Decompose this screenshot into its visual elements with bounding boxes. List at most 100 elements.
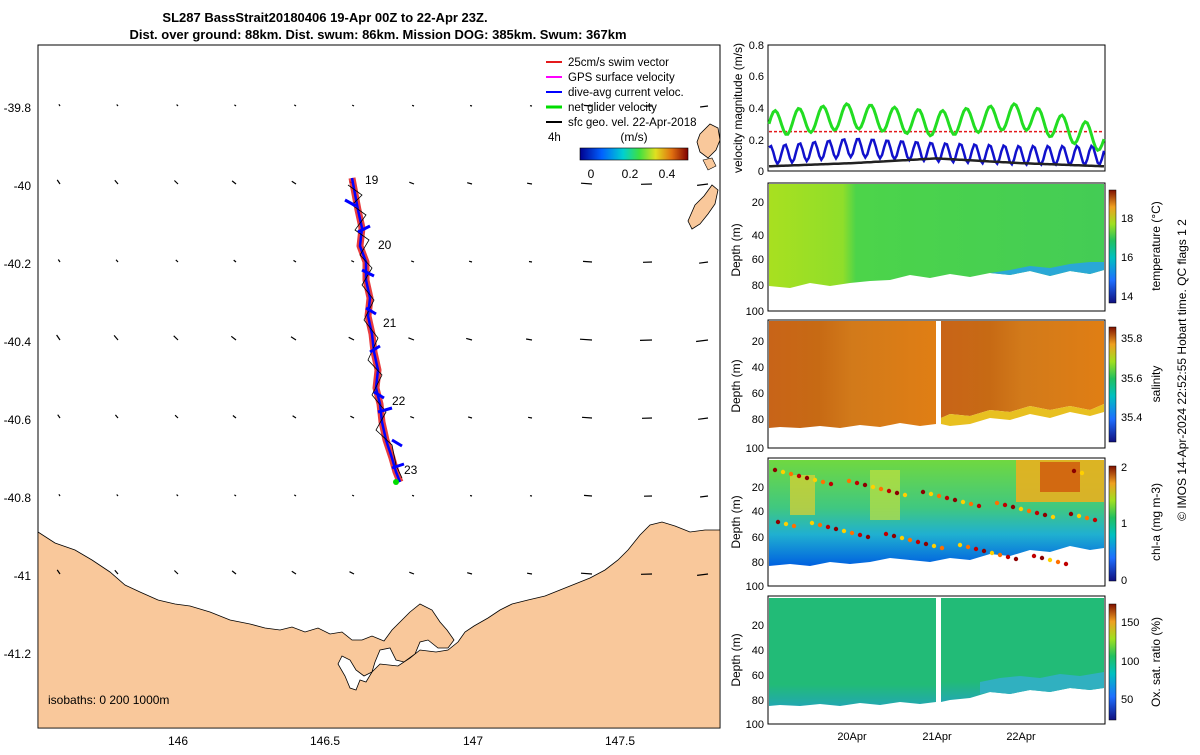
chla-dot [773,468,777,472]
vel-y-tick: 0.2 [749,135,764,147]
chl-depth-tick: 100 [746,581,764,593]
velocity-panel: 0 0.2 0.4 0.6 0.8 velocity magnitude (m/… [731,40,1105,178]
chla-dot [1080,471,1084,475]
day-label-19: 19 [365,173,379,187]
colorbar-tick: 0 [588,167,595,181]
chla-dot [908,538,912,542]
ox-cbar-tick: 150 [1121,617,1139,629]
chla-dot [1085,516,1089,520]
ox-cbar-tick: 100 [1121,656,1139,668]
chla-dot [1027,509,1031,513]
chla-dot [895,491,899,495]
lat-tick: -41 [14,569,32,583]
temperature-section: 20 40 60 80 100 Depth (m) 14 16 18 tempe… [729,183,1163,318]
salinity-section: 20 40 60 80 100 Depth (m) 35.4 35.6 35.8… [729,320,1163,455]
figure-title-line2: Dist. over ground: 88km. Dist. swum: 86k… [129,27,626,42]
imos-credit: © IMOS 14-Apr-2024 22:52:55 Hobart time.… [1175,219,1189,521]
chla-dot [789,472,793,476]
current-vector [582,417,592,418]
chla-dot [1051,515,1055,519]
legend-swim-vector: 25cm/s swim vector [568,57,669,69]
chla-dot [1043,513,1047,517]
vel-y-tick: 0.4 [749,103,764,115]
chla-dot [792,524,796,528]
legend-4h: 4h [548,132,561,144]
lat-tick: -40.4 [4,335,32,349]
chla-dot [810,521,814,525]
day-label-23: 23 [404,463,418,477]
map-panel: 19 20 21 22 23 -39.8 -40 -40.2 -40.4 -40… [4,45,720,748]
chla-dot [969,502,973,506]
vel-y-tick: 0.6 [749,71,764,83]
colorbar-title: (m/s) [620,130,647,144]
temp-depth-tick: 60 [752,254,764,266]
chla-section: 20 40 60 80 100 Depth (m) 0 1 2 chl-a (m… [729,458,1163,593]
chla-dot [1035,511,1039,515]
chla-dot [1069,512,1073,516]
legend-gps-surface: GPS surface velocity [568,72,675,84]
chla-dot [958,543,962,547]
current-vector [470,496,472,497]
chla-dot [998,553,1002,557]
chla-dot [1056,560,1060,564]
current-vector [529,262,532,263]
chla-dot [1019,507,1023,511]
chl-depth-tick: 20 [752,482,764,494]
chla-dot [781,470,785,474]
chla-dot [813,478,817,482]
chla-dot [932,544,936,548]
chl-cbar-tick: 2 [1121,462,1127,474]
time-tick-21apr: 21Apr [922,731,952,743]
chla-dot [995,501,999,505]
temp-depth-tick: 40 [752,230,764,242]
ox-cbar-label: Ox. sat. ratio (%) [1149,617,1163,707]
sal-depth-tick: 100 [746,443,764,455]
sal-depth-label: Depth (m) [729,359,743,412]
chla-dot [892,534,896,538]
chla-dot [887,489,891,493]
chla-dot [929,492,933,496]
chla-dot [871,485,875,489]
chla-dot [784,522,788,526]
lat-tick: -40.2 [4,257,32,271]
chla-dot [826,525,830,529]
velocity-y-axis: 0 0.2 0.4 0.6 0.8 [749,40,764,178]
oxygen-section: 20 40 60 80 100 Depth (m) 50 100 150 Ox.… [729,596,1163,743]
current-vector [581,573,592,574]
lat-tick: -40.8 [4,491,32,505]
time-tick-20apr: 20Apr [837,731,867,743]
chla-dot [776,520,780,524]
day-label-22: 22 [392,394,406,408]
lon-tick: 147 [463,734,483,748]
temp-depth-tick: 20 [752,197,764,209]
chl-depth-tick: 40 [752,506,764,518]
temp-cbar-tick: 14 [1121,291,1133,303]
temp-cbar-label: temperature (°C) [1149,201,1163,291]
chla-dot [850,531,854,535]
current-vector [352,105,354,106]
day-label-20: 20 [378,238,392,252]
ox-depth-tick: 60 [752,670,764,682]
chla-dot [842,529,846,533]
chla-dot [1077,514,1081,518]
lon-tick: 146.5 [310,734,340,748]
chla-dot [834,527,838,531]
chla-dot [961,500,965,504]
chla-dot [1011,505,1015,509]
current-vector [580,339,592,340]
chla-dot [1003,503,1007,507]
temp-depth-label: Depth (m) [729,223,743,276]
chla-dot [924,542,928,546]
sal-cbar-label: salinity [1149,366,1163,403]
chla-dot [953,498,957,502]
chla-dot [855,481,859,485]
chla-dot [1093,518,1097,522]
ox-depth-tick: 20 [752,620,764,632]
current-vector [528,417,532,418]
chla-dot [1040,556,1044,560]
chla-dot [858,533,862,537]
ox-depth-label: Depth (m) [729,633,743,686]
velocity-ylabel: velocity magnitude (m/s) [731,43,745,173]
lon-tick: 147.5 [605,734,635,748]
